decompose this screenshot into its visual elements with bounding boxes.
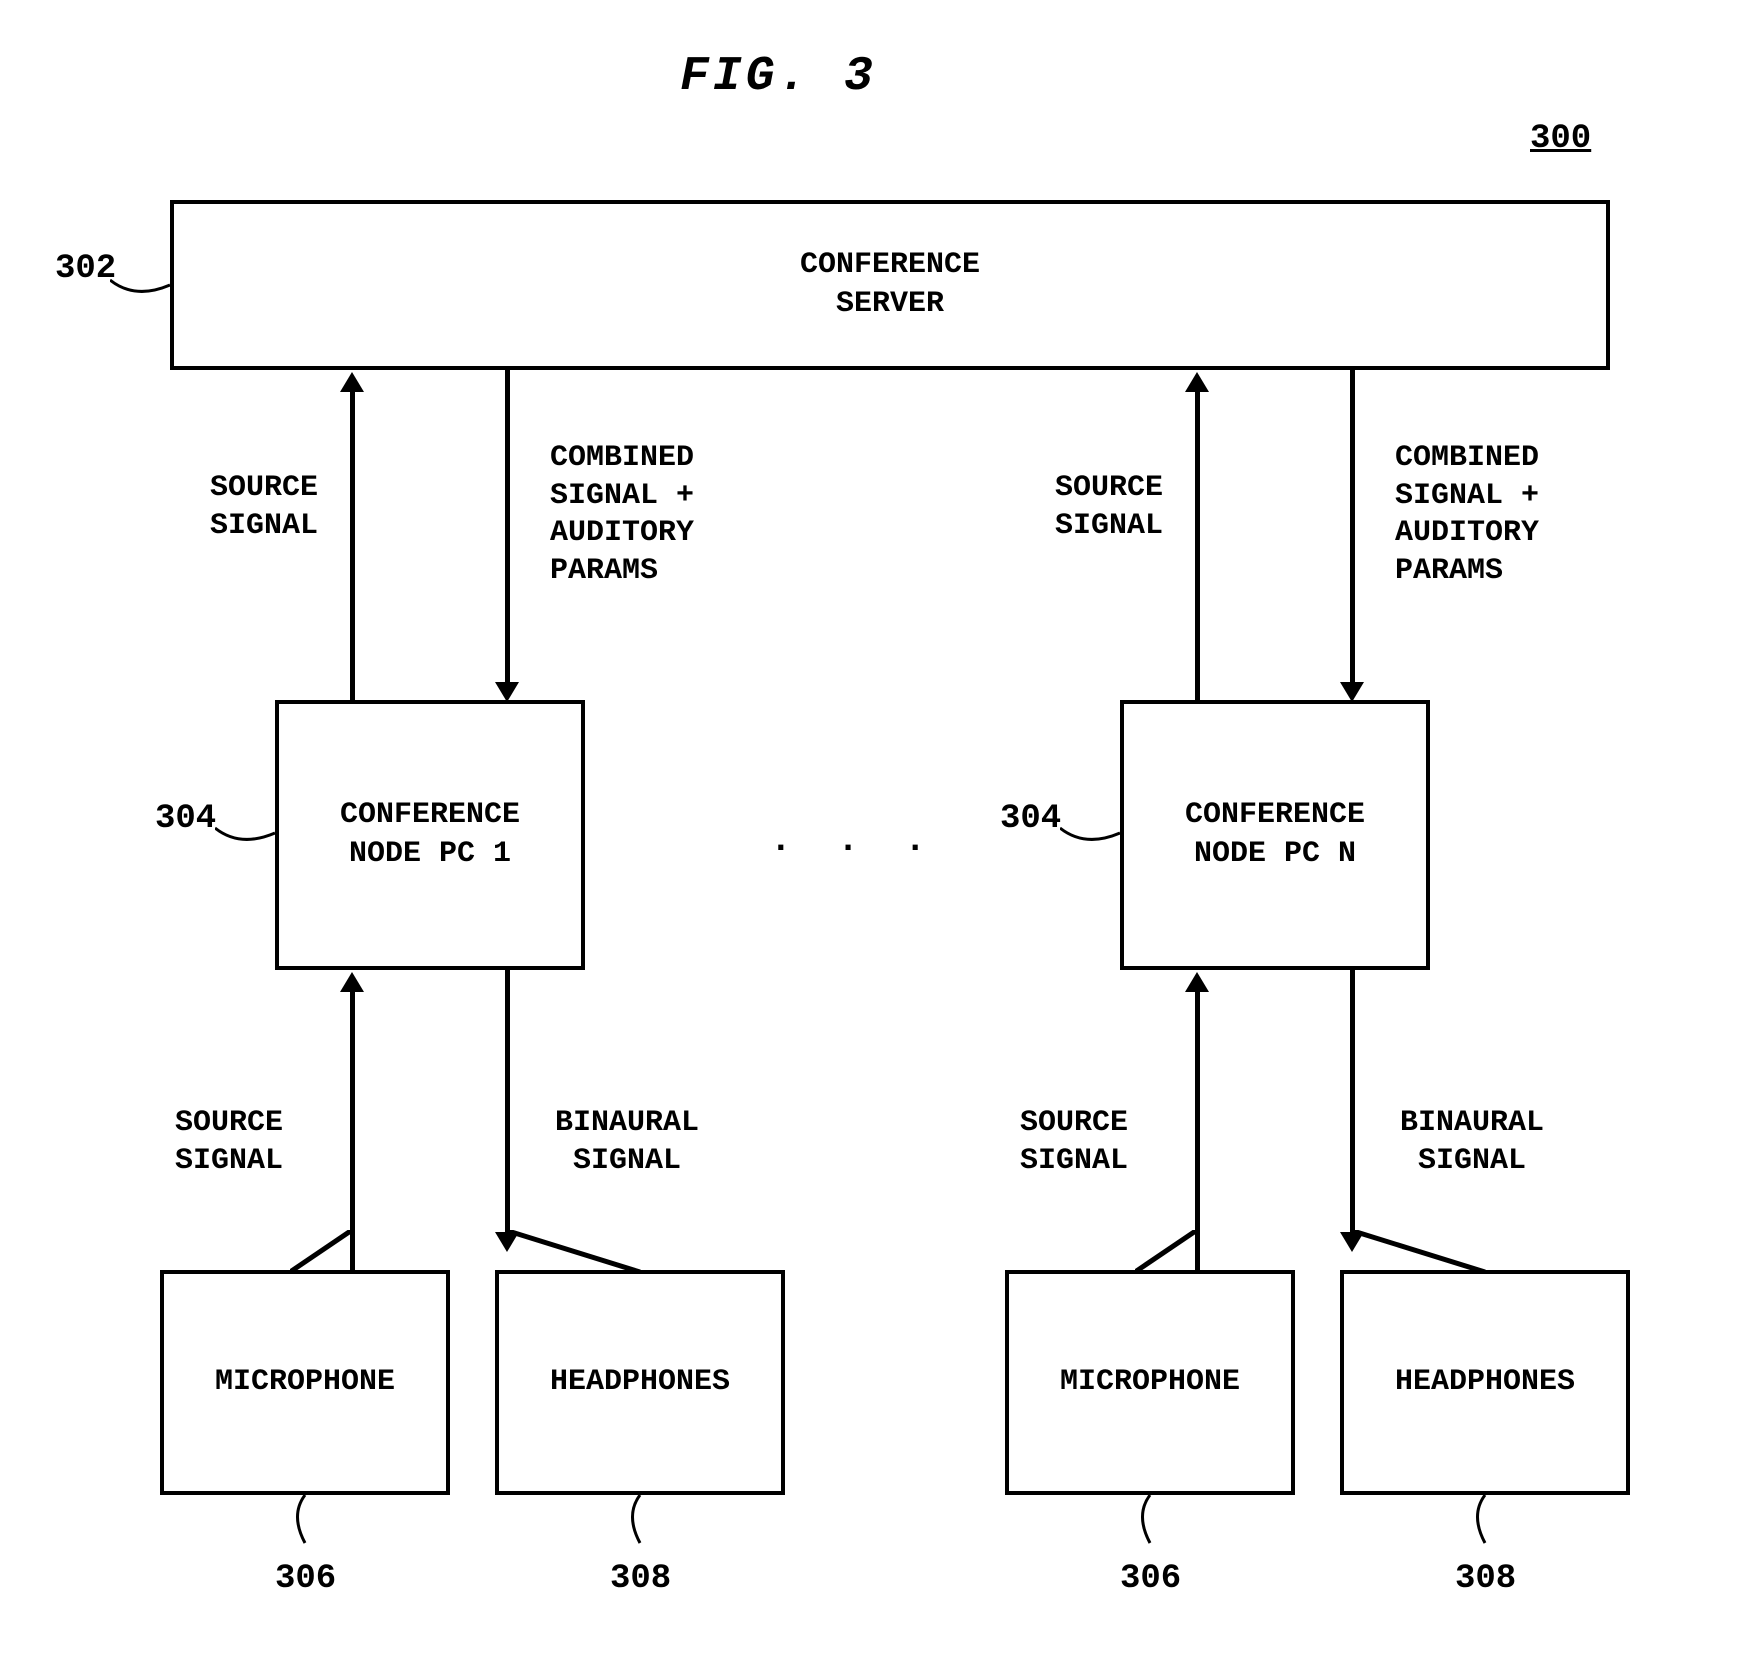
- lead-302: [110, 270, 170, 300]
- arrow-down-hp-left: [505, 970, 510, 1235]
- diag-hp-left: [505, 1230, 645, 1275]
- label-source-up-right: SOURCE SIGNAL: [1055, 470, 1163, 545]
- headphones-right-label: HEADPHONES: [1395, 1363, 1575, 1402]
- label-binaural-left: BINAURAL SIGNAL: [555, 1105, 699, 1180]
- headphones-left-label: HEADPHONES: [550, 1363, 730, 1402]
- microphone-left-box: MICROPHONE: [160, 1270, 450, 1495]
- lead-306-right: [1135, 1495, 1165, 1545]
- arrow-down-server-right: [1350, 370, 1355, 685]
- conference-node-left-label: CONFERENCE NODE PC 1: [340, 796, 520, 874]
- conference-server-label: CONFERENCE SERVER: [800, 246, 980, 324]
- ellipsis: . . .: [770, 820, 938, 861]
- conference-server-box: CONFERENCE SERVER: [170, 200, 1610, 370]
- diag-mic-left: [290, 1230, 360, 1275]
- conference-node-left-box: CONFERENCE NODE PC 1: [275, 700, 585, 970]
- diag-hp-right: [1350, 1230, 1490, 1275]
- headphones-left-box: HEADPHONES: [495, 1270, 785, 1495]
- label-source-mic-right: SOURCE SIGNAL: [1020, 1105, 1128, 1180]
- figure-title: FIG. 3: [680, 50, 877, 104]
- lead-304-right: [1060, 818, 1120, 848]
- arrowhead-down-server-left: [495, 682, 519, 702]
- lead-308-left: [625, 1495, 655, 1545]
- arrow-up-server-left: [350, 388, 355, 700]
- figure-number: 300: [1530, 120, 1591, 158]
- ref-308-right: 308: [1455, 1560, 1516, 1598]
- arrowhead-up-server-left: [340, 372, 364, 392]
- arrow-up-mic-right: [1195, 988, 1200, 1270]
- ref-304-right: 304: [1000, 800, 1061, 838]
- label-source-up-left: SOURCE SIGNAL: [210, 470, 318, 545]
- lead-306-left: [290, 1495, 320, 1545]
- conference-node-right-label: CONFERENCE NODE PC N: [1185, 796, 1365, 874]
- arrowhead-down-server-right: [1340, 682, 1364, 702]
- ref-306-right: 306: [1120, 1560, 1181, 1598]
- ref-304-left: 304: [155, 800, 216, 838]
- label-combined-left: COMBINED SIGNAL + AUDITORY PARAMS: [550, 440, 694, 590]
- conference-node-right-box: CONFERENCE NODE PC N: [1120, 700, 1430, 970]
- microphone-left-label: MICROPHONE: [215, 1363, 395, 1402]
- microphone-right-label: MICROPHONE: [1060, 1363, 1240, 1402]
- arrow-down-server-left: [505, 370, 510, 685]
- ref-308-left: 308: [610, 1560, 671, 1598]
- microphone-right-box: MICROPHONE: [1005, 1270, 1295, 1495]
- arrowhead-up-server-right: [1185, 372, 1209, 392]
- ref-302: 302: [55, 250, 116, 288]
- arrowhead-up-mic-right: [1185, 972, 1209, 992]
- ref-306-left: 306: [275, 1560, 336, 1598]
- lead-304-left: [215, 818, 275, 848]
- arrow-down-hp-right: [1350, 970, 1355, 1235]
- lead-308-right: [1470, 1495, 1500, 1545]
- label-source-mic-left: SOURCE SIGNAL: [175, 1105, 283, 1180]
- arrow-up-server-right: [1195, 388, 1200, 700]
- label-combined-right: COMBINED SIGNAL + AUDITORY PARAMS: [1395, 440, 1539, 590]
- arrow-up-mic-left: [350, 988, 355, 1270]
- diag-mic-right: [1135, 1230, 1205, 1275]
- arrowhead-up-mic-left: [340, 972, 364, 992]
- label-binaural-right: BINAURAL SIGNAL: [1400, 1105, 1544, 1180]
- headphones-right-box: HEADPHONES: [1340, 1270, 1630, 1495]
